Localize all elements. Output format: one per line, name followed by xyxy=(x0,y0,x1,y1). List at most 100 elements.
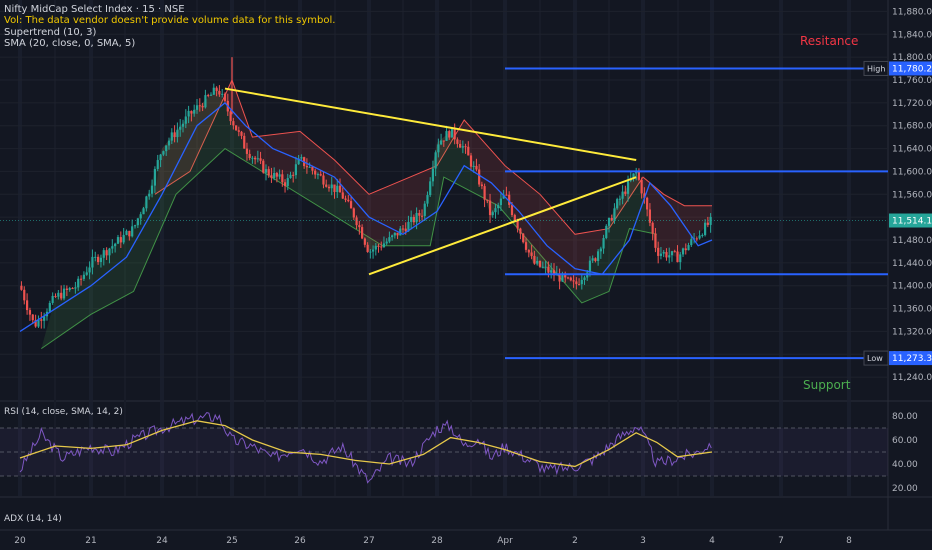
candles[interactable] xyxy=(20,57,712,329)
sma-legend[interactable]: SMA (20, close, 0, SMA, 5) xyxy=(4,38,136,49)
candle-body xyxy=(415,212,418,223)
supertrend-legend[interactable]: Supertrend (10, 3) xyxy=(4,27,97,38)
candle-body xyxy=(349,201,353,209)
candle-body xyxy=(681,248,685,255)
candle-body xyxy=(602,238,605,249)
session-stripe xyxy=(334,0,336,496)
candle-body xyxy=(71,287,74,289)
candle-body xyxy=(580,279,583,285)
candle-body xyxy=(31,314,34,321)
candle-body xyxy=(128,230,131,237)
candle-body xyxy=(68,287,71,290)
candle-body xyxy=(662,252,665,254)
session-stripe xyxy=(641,0,645,496)
price-tick-label: 11,320.00 xyxy=(892,327,932,337)
candle-body xyxy=(670,251,674,256)
candle-body xyxy=(544,266,547,268)
candle-body xyxy=(709,216,712,225)
session-stripe xyxy=(298,0,302,496)
candle-body xyxy=(624,191,627,194)
time-axis[interactable]: 20 21 24 25 26 27 28 Apr 2 3 4 7 8 xyxy=(14,536,852,546)
candle-body xyxy=(706,222,709,225)
candle-body xyxy=(223,93,227,101)
candle-body xyxy=(607,217,611,226)
candle-body xyxy=(248,153,251,158)
candle-body xyxy=(467,146,470,156)
candle-body xyxy=(668,255,671,258)
candle-body xyxy=(170,132,173,141)
rsi-pane[interactable]: 20.00 40.00 60.00 80.00 xyxy=(0,412,918,494)
time-tick-label: 27 xyxy=(363,536,374,546)
sma-line xyxy=(19,102,713,332)
candle-body xyxy=(111,246,114,249)
price-axis[interactable]: 11,240.0011,280.0011,320.0011,360.0011,4… xyxy=(863,7,932,383)
price-tick-label: 11,240.00 xyxy=(892,373,932,383)
candle-body xyxy=(40,319,43,321)
price-tick-label: 11,400.00 xyxy=(892,282,932,292)
candle-body xyxy=(472,165,475,167)
candle-body xyxy=(352,208,355,218)
session-stripe xyxy=(847,0,851,496)
candle-body xyxy=(564,273,567,278)
candle-body xyxy=(651,222,654,234)
adx-legend[interactable]: ADX (14, 14) xyxy=(4,514,62,524)
candle-body xyxy=(558,273,561,282)
candle-body xyxy=(330,184,333,189)
session-stripe xyxy=(367,0,371,496)
candle-body xyxy=(519,228,522,234)
candle-body xyxy=(77,278,80,288)
candle-body xyxy=(475,165,478,170)
session-stripe xyxy=(402,0,404,496)
candle-body xyxy=(423,203,426,216)
candle-body xyxy=(594,258,597,262)
session-stripe xyxy=(503,0,507,496)
time-tick-label: Apr xyxy=(497,536,513,546)
candle-body xyxy=(418,212,421,216)
session-stripe xyxy=(160,0,164,496)
candle-body xyxy=(300,157,303,159)
candle-body xyxy=(547,266,550,273)
candle-body xyxy=(195,105,199,110)
candle-body xyxy=(37,319,40,327)
candle-body xyxy=(505,194,508,196)
candle-body xyxy=(572,280,575,282)
candle-body xyxy=(410,216,413,222)
candle-body xyxy=(461,146,464,148)
candle-body xyxy=(327,186,331,189)
candle-body xyxy=(212,87,215,95)
candle-body xyxy=(552,270,556,276)
candle-body xyxy=(393,232,396,236)
price-tick-label: 11,680.00 xyxy=(892,122,932,132)
candle-body xyxy=(167,140,171,146)
candle-body xyxy=(99,257,103,263)
candle-body xyxy=(273,173,276,178)
candle-body xyxy=(65,288,68,290)
rsi-legend[interactable]: RSI (14, close, SMA, 14, 2) xyxy=(4,407,123,417)
candle-body xyxy=(264,169,268,173)
price-tick-label: 11,880.00 xyxy=(892,7,932,17)
candle-body xyxy=(407,221,410,232)
candle-body xyxy=(245,148,249,154)
candle-body xyxy=(429,181,432,196)
candle-body xyxy=(91,256,94,268)
candle-body xyxy=(286,178,289,186)
candle-body xyxy=(136,218,139,226)
candle-body xyxy=(450,128,454,138)
candle-body xyxy=(583,277,586,280)
symbol-title[interactable]: Nifty MidCap Select Index · 15 · NSE xyxy=(4,4,185,15)
candle-body xyxy=(237,130,240,132)
candle-body xyxy=(646,197,649,210)
candle-body xyxy=(453,128,456,140)
support-annotation: Support xyxy=(803,378,851,392)
resistance-annotation: Resitance xyxy=(800,34,858,48)
candle-body xyxy=(640,179,643,194)
candle-body xyxy=(637,170,641,180)
candle-body xyxy=(491,212,494,216)
candle-body xyxy=(43,316,46,321)
candle-body xyxy=(131,226,134,237)
candle-body xyxy=(508,194,511,205)
time-tick-label: 2 xyxy=(572,536,578,546)
price-tick-label: 11,560.00 xyxy=(892,190,932,200)
candle-body xyxy=(184,116,187,124)
